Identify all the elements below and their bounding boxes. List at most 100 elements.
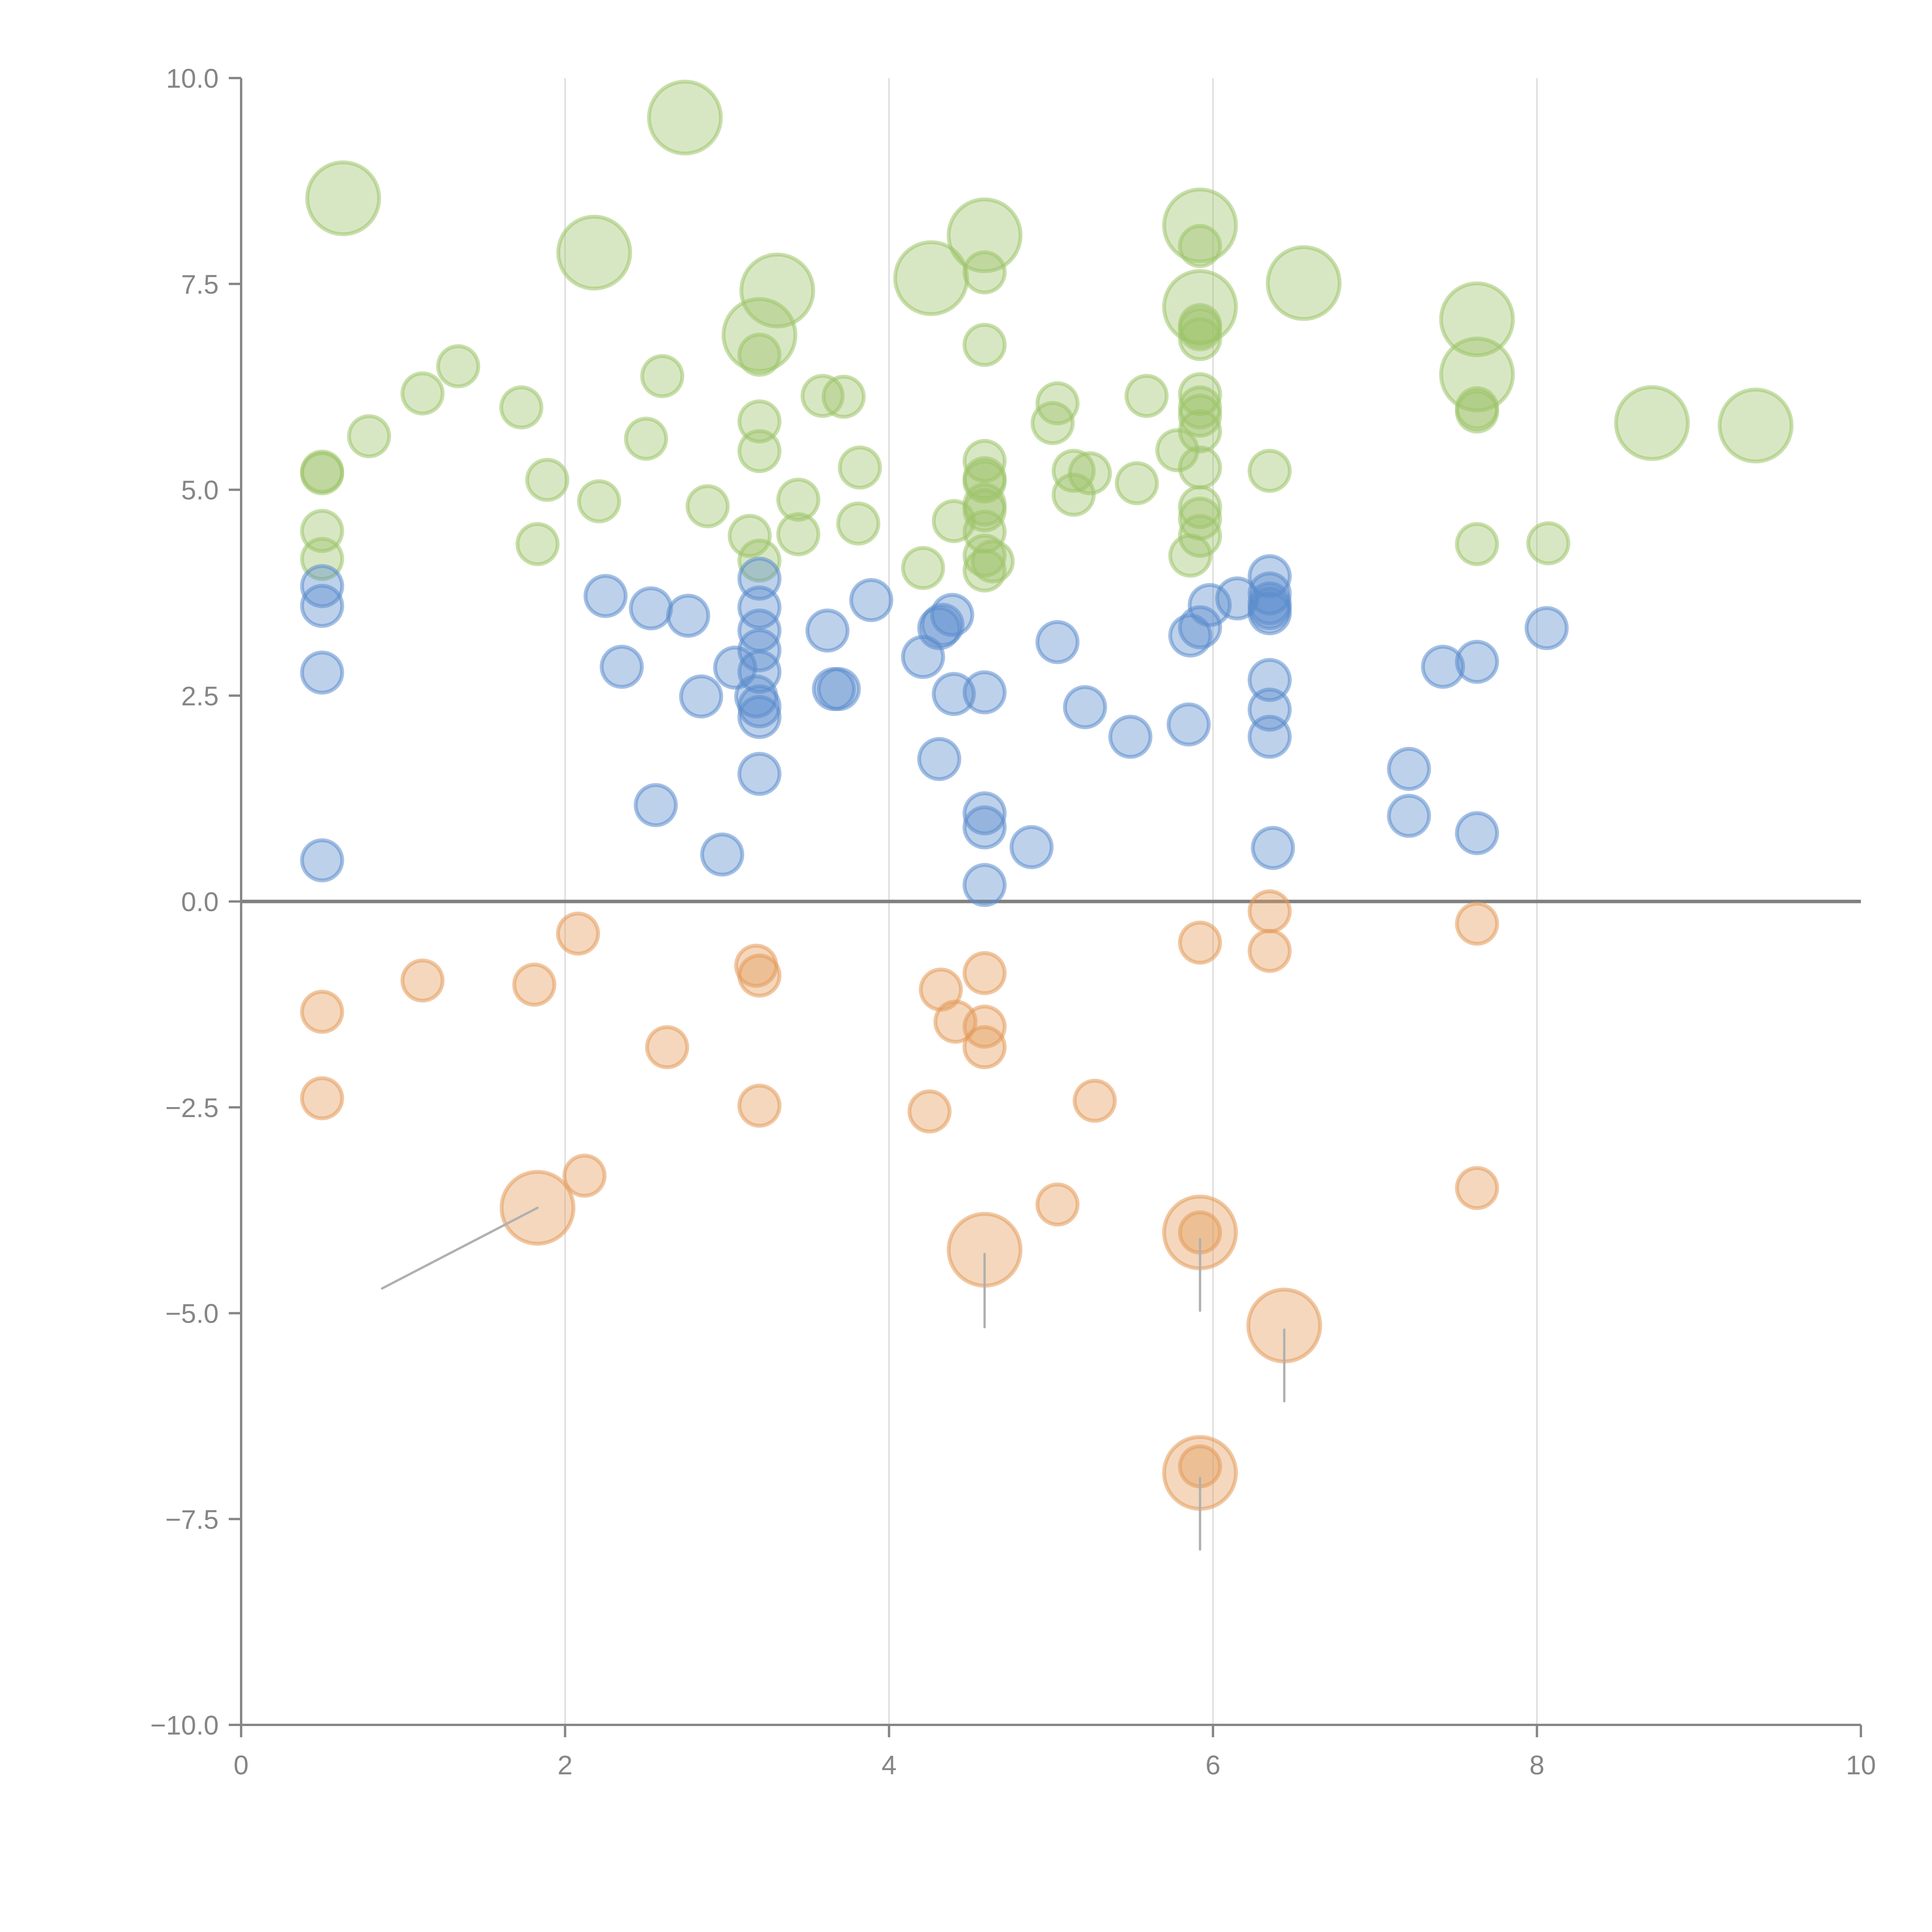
bubble-green-76 xyxy=(1455,522,1499,566)
bubble-blue-28 xyxy=(930,593,975,637)
y-tick-label: 0.0 xyxy=(181,887,219,917)
bubble-green-25 xyxy=(624,417,668,461)
leader-line-0 xyxy=(381,1206,539,1290)
bubble-green-11 xyxy=(1439,337,1515,413)
bubble-orange-29 xyxy=(1455,1166,1499,1210)
bubble-green-38 xyxy=(836,501,881,546)
bubble-green-29 xyxy=(737,333,782,377)
bubble-green-21 xyxy=(499,385,544,430)
y-axis-ticks: 10.0 7.5 5.0 2.5 0.0 −2.5 −5.0 −7.5 −10.0 xyxy=(150,63,241,1740)
x-tick-label: 2 xyxy=(558,1750,573,1780)
bubble-blue-32 xyxy=(963,791,1007,835)
bubble-blue-6 xyxy=(629,586,673,631)
bubble-green-23 xyxy=(515,522,560,566)
y-tick-label: −10.0 xyxy=(150,1710,219,1740)
bubble-green-9 xyxy=(1265,245,1342,321)
bubble-green-31 xyxy=(737,429,782,473)
bubble-blue-38 xyxy=(1108,714,1153,759)
x-tick-label: 4 xyxy=(881,1750,896,1780)
bubble-green-36 xyxy=(821,374,866,419)
bubble-green-32 xyxy=(737,538,782,583)
bubble-green-26 xyxy=(640,354,684,398)
bubble-blue-29 xyxy=(932,672,976,716)
bubble-green-0 xyxy=(305,160,381,236)
bubble-blue-1 xyxy=(300,583,344,628)
series-orange xyxy=(300,889,1499,1511)
bubble-green-53 xyxy=(1035,381,1080,425)
bubble-green-6 xyxy=(947,197,1023,274)
bubble-blue-10 xyxy=(700,832,745,877)
bubble-green-18 xyxy=(347,414,391,458)
y-tick-label: −7.5 xyxy=(165,1504,219,1534)
bubble-green-56 xyxy=(1068,451,1112,495)
bubble-blue-30 xyxy=(917,737,961,781)
bubble-blue-31 xyxy=(963,670,1007,714)
bubble-blue-3 xyxy=(300,838,344,883)
bubble-orange-2 xyxy=(400,958,445,1003)
bubble-green-77 xyxy=(1526,521,1570,566)
bubble-green-63 xyxy=(1178,307,1222,351)
bubble-green-15 xyxy=(300,449,344,494)
bubble-blue-33 xyxy=(963,805,1007,850)
x-tick-label: 6 xyxy=(1206,1750,1221,1780)
bubble-blue-53 xyxy=(1387,747,1431,791)
bubble-orange-5 xyxy=(645,1025,689,1070)
bubble-blue-13 xyxy=(737,585,782,630)
bubble-blue-9 xyxy=(679,674,723,719)
bubble-green-3 xyxy=(739,252,815,328)
bubble-green-61 xyxy=(1178,224,1222,268)
bubble-orange-14 xyxy=(963,951,1007,995)
bubble-orange-28 xyxy=(1455,901,1499,946)
bubble-green-67 xyxy=(1178,393,1222,438)
y-tick-label: 7.5 xyxy=(181,269,219,299)
y-tick-label: 10.0 xyxy=(166,63,219,94)
bubble-green-71 xyxy=(1178,497,1222,541)
bubble-blue-19 xyxy=(737,695,782,739)
bubble-green-72 xyxy=(1178,514,1222,558)
bubble-green-24 xyxy=(577,479,621,524)
bubble-orange-1 xyxy=(300,1076,344,1121)
bubble-green-27 xyxy=(685,484,730,529)
bubble-green-13 xyxy=(1718,388,1794,464)
x-axis-ticks: 0 2 4 6 8 10 xyxy=(234,1725,1876,1780)
bubble-blue-58 xyxy=(1524,606,1569,650)
leader-lines xyxy=(381,1206,1286,1551)
bubble-green-22 xyxy=(525,457,570,502)
bubble-orange-3 xyxy=(512,963,556,1007)
bubble-blue-7 xyxy=(634,783,678,827)
bubble-green-41 xyxy=(963,250,1007,294)
bubble-green-37 xyxy=(838,445,882,490)
bubble-blue-20 xyxy=(737,752,782,796)
bubble-blue-34 xyxy=(963,863,1007,907)
bubble-green-20 xyxy=(436,344,480,388)
y-tick-label: −5.0 xyxy=(165,1299,219,1329)
x-tick-label: 10 xyxy=(1846,1750,1876,1780)
bubble-green-1 xyxy=(647,80,723,156)
bubble-blue-8 xyxy=(666,594,710,638)
bubble-orange-18 xyxy=(1035,1182,1080,1227)
series-green xyxy=(300,80,1794,593)
bubble-orange-9 xyxy=(737,953,782,998)
bubble-green-64 xyxy=(1178,317,1222,361)
series-blue xyxy=(300,554,1569,907)
bubble-green-2 xyxy=(556,214,632,291)
bubble-blue-41 xyxy=(1187,583,1232,627)
bubble-green-34 xyxy=(776,512,821,556)
bubble-orange-10 xyxy=(737,1083,782,1128)
bubble-green-57 xyxy=(1115,461,1159,505)
x-tick-label: 8 xyxy=(1529,1750,1544,1780)
bubble-green-12 xyxy=(1614,385,1690,461)
bubble-green-10 xyxy=(1439,281,1515,357)
bubble-blue-40 xyxy=(1178,605,1222,650)
y-tick-label: 5.0 xyxy=(181,475,219,505)
bubble-green-54 xyxy=(1051,449,1096,493)
bubble-blue-48 xyxy=(1247,591,1292,636)
bubble-blue-24 xyxy=(849,578,893,622)
bubble-green-69 xyxy=(1178,445,1222,490)
y-tick-label: 2.5 xyxy=(181,681,219,711)
bubble-green-75 xyxy=(1455,389,1499,434)
bubble-blue-57 xyxy=(1455,811,1499,855)
bubble-blue-18 xyxy=(737,684,782,728)
bubble-blue-51 xyxy=(1247,714,1292,759)
